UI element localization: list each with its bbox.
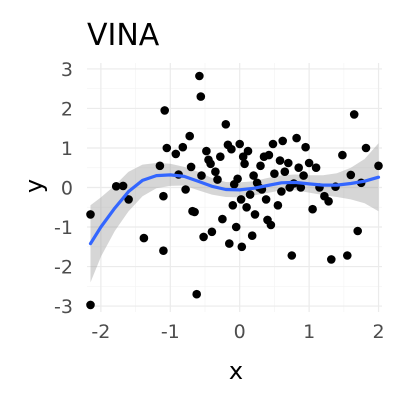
- data-point: [211, 167, 220, 176]
- data-point: [292, 133, 301, 143]
- data-point: [287, 251, 297, 260]
- x-tick-label: 2: [372, 321, 384, 343]
- data-point: [250, 210, 260, 219]
- data-point: [181, 185, 190, 194]
- data-point: [231, 222, 241, 232]
- data-point: [266, 220, 276, 230]
- data-point: [216, 152, 225, 161]
- data-point: [221, 120, 231, 129]
- data-point: [159, 191, 168, 201]
- data-point: [186, 162, 196, 172]
- data-point: [199, 232, 208, 242]
- confidence-band-area: [90, 143, 379, 283]
- data-point: [245, 190, 255, 199]
- x-tick-label: -1: [161, 321, 180, 343]
- confidence-band: [90, 143, 379, 283]
- data-point: [195, 71, 204, 81]
- data-point: [237, 242, 247, 252]
- data-point: [327, 255, 336, 264]
- data-point: [233, 174, 242, 184]
- y-tick-label: -2: [54, 257, 73, 279]
- y-tick-label: -1: [54, 217, 73, 239]
- data-point: [111, 182, 121, 191]
- data-point: [155, 161, 165, 171]
- x-tick-label: -2: [91, 321, 110, 343]
- data-point: [202, 146, 211, 156]
- data-point: [86, 300, 95, 310]
- data-point: [353, 226, 363, 236]
- chart-title: VINA: [87, 18, 160, 53]
- data-point: [304, 158, 314, 168]
- data-point: [207, 227, 217, 237]
- data-point: [225, 239, 234, 248]
- data-point: [192, 289, 201, 299]
- data-point: [240, 159, 249, 169]
- smooth-line: [88, 173, 381, 246]
- data-point: [86, 210, 95, 219]
- x-axis-title: x: [229, 357, 243, 385]
- data-point: [247, 231, 257, 240]
- y-tick-label: 0: [61, 178, 73, 200]
- y-tick-label: 1: [61, 138, 73, 160]
- data-point: [196, 92, 206, 101]
- data-point: [278, 136, 288, 146]
- data-point: [162, 143, 172, 153]
- data-point: [243, 146, 253, 156]
- data-points: [86, 71, 383, 310]
- data-point: [197, 171, 206, 180]
- data-point: [301, 142, 310, 152]
- x-tick-label: 1: [303, 321, 315, 343]
- data-point: [294, 163, 304, 172]
- y-axis-title: y: [20, 179, 48, 193]
- data-point: [346, 170, 356, 180]
- data-point: [311, 163, 321, 172]
- data-point: [343, 251, 352, 260]
- data-point: [171, 149, 181, 159]
- smooth-line-path: [88, 173, 381, 246]
- x-tick-label: 0: [234, 321, 246, 343]
- data-point: [296, 183, 306, 192]
- data-point: [178, 142, 188, 152]
- data-point: [275, 156, 285, 165]
- data-point: [268, 139, 278, 149]
- axis-ticks: -2 -1 0 1 2 -3 -2 -1 0 1 2 3: [54, 59, 385, 343]
- data-point: [159, 246, 168, 255]
- data-point: [349, 110, 359, 119]
- y-tick-label: 2: [61, 98, 73, 120]
- data-point: [299, 171, 308, 180]
- data-point: [185, 131, 194, 141]
- data-point: [213, 175, 222, 184]
- data-point: [206, 159, 215, 169]
- data-point: [284, 158, 293, 168]
- data-point: [218, 214, 227, 224]
- data-point: [374, 161, 383, 171]
- data-point: [118, 181, 128, 191]
- data-point: [242, 203, 251, 212]
- data-point: [324, 197, 333, 206]
- y-tick-label: 3: [61, 59, 73, 81]
- data-point: [277, 187, 286, 196]
- data-point: [273, 201, 283, 210]
- data-point: [160, 106, 169, 115]
- data-point: [238, 152, 248, 161]
- y-tick-label: -3: [54, 296, 73, 318]
- data-point: [264, 150, 274, 160]
- data-point: [338, 150, 347, 160]
- data-point: [236, 195, 246, 204]
- data-point: [190, 207, 199, 217]
- data-point: [308, 204, 317, 214]
- data-point: [270, 169, 279, 178]
- data-point: [261, 195, 271, 204]
- data-point: [228, 201, 238, 210]
- data-point: [361, 143, 371, 153]
- data-point: [249, 171, 258, 180]
- data-point: [235, 139, 244, 149]
- data-point: [139, 233, 149, 243]
- data-point: [124, 195, 133, 204]
- data-point: [227, 144, 236, 154]
- data-point: [280, 167, 290, 176]
- data-point: [256, 161, 265, 171]
